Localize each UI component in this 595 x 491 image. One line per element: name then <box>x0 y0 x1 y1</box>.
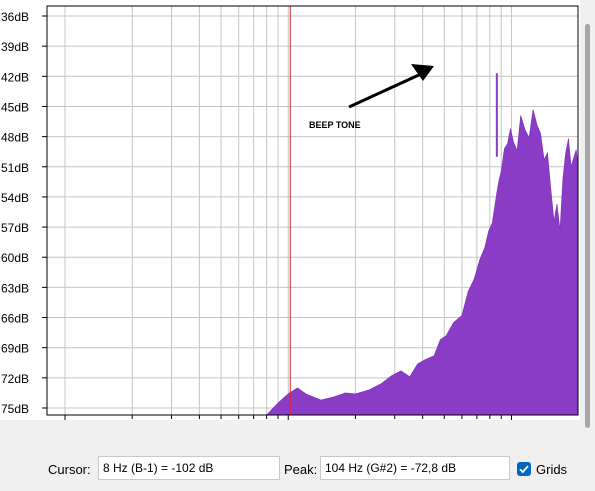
grids-checkbox[interactable] <box>517 462 531 476</box>
status-bar: Cursor: 8 Hz (B-1) = -102 dB Peak: 104 H… <box>0 448 595 491</box>
y-tick-label-69db: 69dB <box>1 342 29 356</box>
y-tick-label-72db: 72dB <box>1 372 29 386</box>
y-tick-label-66db: 66dB <box>1 312 29 326</box>
beep-tone-annotation: BEEP TONE <box>309 120 361 130</box>
y-tick-label-57db: 57dB <box>1 221 29 235</box>
y-tick-label-54db: 54dB <box>1 191 29 205</box>
y-tick-label-63db: 63dB <box>1 281 29 295</box>
scrollbar-thumb[interactable] <box>585 24 590 428</box>
vertical-scrollbar[interactable] <box>581 0 595 428</box>
spectrum-plot[interactable]: 36dB 39dB 42dB 45dB 48dB 51dB 54dB 57dB 60dB 63dB… <box>0 0 580 420</box>
x-axis-ticks <box>64 415 512 420</box>
peak-readout-field: 104 Hz (G#2) = -72,8 dB <box>320 456 510 480</box>
y-tick-label-36db: 36dB <box>1 10 29 24</box>
y-tick-label-48db: 48dB <box>1 131 29 145</box>
y-tick-label-75db: 75dB <box>1 402 29 416</box>
peak-label: Peak: <box>284 462 318 477</box>
y-tick-label-39db: 39dB <box>1 40 29 54</box>
plot-frame <box>46 5 579 416</box>
cursor-readout-field: 8 Hz (B-1) = -102 dB <box>98 456 280 480</box>
horizontal-grid-lines <box>47 15 578 409</box>
y-tick-label-45db: 45dB <box>1 100 29 114</box>
checkmark-icon <box>519 465 529 474</box>
grids-label[interactable]: Grids <box>536 462 568 477</box>
y-axis-labels: 36dB 39dB 42dB 45dB 48dB 51dB 54dB 57dB 60dB 63dB… <box>1 10 47 416</box>
annotation-arrow-shaft <box>348 72 422 109</box>
annotation-arrow-head <box>411 64 434 81</box>
cursor-label: Cursor: <box>48 462 91 477</box>
y-tick-label-60db: 60dB <box>1 251 29 265</box>
y-tick-label-51db: 51dB <box>1 161 29 175</box>
y-tick-label-42db: 42dB <box>1 70 29 84</box>
